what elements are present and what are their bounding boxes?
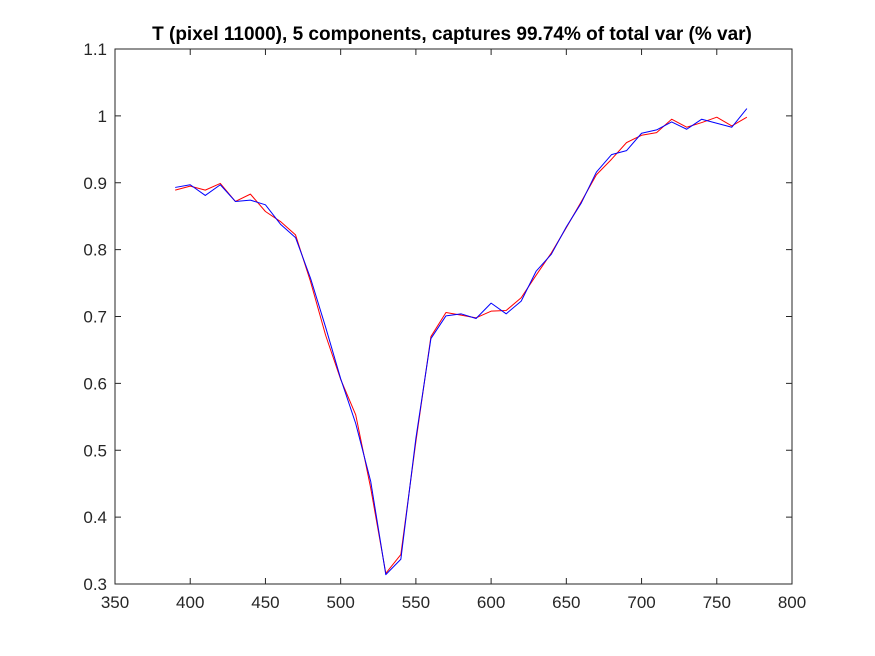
x-tick-label: 800: [778, 593, 806, 612]
y-tick-label: 0.3: [83, 575, 107, 594]
axes-layer: 350 400 450 500 550 600 650 700 750 800 0.3 0.4 0.5 0…: [83, 40, 806, 612]
x-tick-label: 700: [627, 593, 655, 612]
plot-area: [115, 49, 792, 584]
x-tick-label: 600: [477, 593, 505, 612]
y-tick-label: 1.1: [83, 40, 107, 59]
y-tick-label: 0.4: [83, 508, 107, 527]
x-tick-label: 550: [402, 593, 430, 612]
x-tick-label: 650: [552, 593, 580, 612]
y-tick-label: 0.8: [83, 241, 107, 260]
y-tick-label: 0.9: [83, 174, 107, 193]
series-line-1: [175, 116, 748, 574]
x-tick-label: 500: [326, 593, 354, 612]
y-tick-label: 0.6: [83, 374, 107, 393]
series-layer: [175, 108, 748, 576]
series-line-2: [175, 108, 748, 576]
y-tick-label: 0.5: [83, 441, 107, 460]
y-tick-label: 1: [98, 107, 107, 126]
x-tick-label: 750: [703, 593, 731, 612]
chart-title: T (pixel 11000), 5 components, captures …: [152, 24, 752, 45]
x-tick-label: 350: [101, 593, 129, 612]
x-tick-label: 450: [251, 593, 279, 612]
y-tick-label: 0.7: [83, 308, 107, 327]
x-tick-label: 400: [176, 593, 204, 612]
